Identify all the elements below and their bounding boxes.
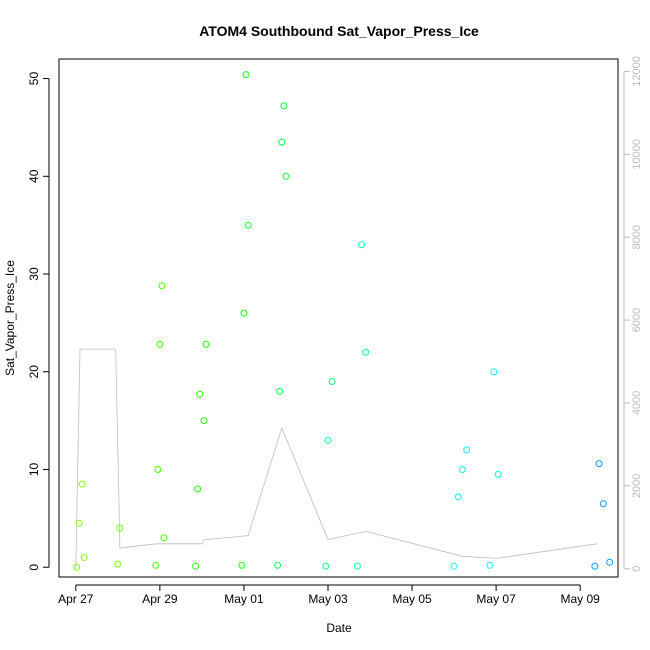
- y2-tick-label: 0: [631, 566, 643, 572]
- data-point: [282, 172, 290, 180]
- data-point: [358, 241, 366, 249]
- data-point: [450, 562, 458, 570]
- data-point: [454, 493, 462, 501]
- data-point: [196, 390, 204, 398]
- data-point: [75, 519, 83, 527]
- data-point: [78, 480, 86, 488]
- data-point: [116, 524, 124, 532]
- data-point: [160, 534, 168, 542]
- y-tick-label: 0: [27, 564, 41, 571]
- data-point: [324, 436, 332, 444]
- data-point: [274, 561, 282, 569]
- plot-area: 0 10 20 30 40 50 0 2000 4000 6000 8000 10000 12000 Ap…: [27, 56, 643, 606]
- data-point: [192, 562, 200, 570]
- data-point: [606, 558, 614, 566]
- data-point: [152, 561, 160, 569]
- y2-tick-label: 4000: [631, 391, 643, 415]
- x-tick-label: May 01: [224, 592, 264, 606]
- data-point: [591, 562, 599, 570]
- data-point: [353, 562, 361, 570]
- y2-tick-label: 12000: [631, 56, 643, 87]
- data-point: [244, 221, 252, 229]
- y2-tick-label: 6000: [631, 308, 643, 332]
- data-point: [486, 561, 494, 569]
- data-point: [322, 562, 330, 570]
- data-point: [154, 466, 162, 473]
- data-point: [200, 417, 208, 425]
- data-point: [490, 368, 498, 376]
- data-point: [595, 460, 603, 468]
- data-point: [242, 71, 250, 79]
- x-tick-label: May 09: [560, 592, 600, 606]
- x-tick-label: May 07: [476, 592, 516, 606]
- y-tick-label: 20: [27, 365, 41, 379]
- data-point: [328, 378, 336, 385]
- y-tick-label: 30: [27, 267, 41, 281]
- x-tick-label: Apr 27: [58, 592, 94, 606]
- data-point: [459, 466, 466, 473]
- data-point: [194, 485, 202, 493]
- y-axis-label: Sat_Vapor_Press_Ice: [3, 260, 17, 376]
- data-point: [238, 561, 246, 569]
- x-tick-label: Apr 29: [142, 592, 178, 606]
- data-point: [202, 340, 210, 348]
- data-point: [278, 138, 286, 146]
- data-point: [280, 102, 288, 110]
- y2-tick-label: 10000: [631, 139, 643, 170]
- chart-title: ATOM4 Southbound Sat_Vapor_Press_Ice: [199, 23, 479, 39]
- data-point: [276, 387, 284, 395]
- data-point: [494, 470, 502, 478]
- altitude-track-line: [75, 348, 598, 569]
- data-point: [463, 446, 471, 454]
- data-point: [73, 563, 81, 571]
- y-tick-label: 40: [27, 169, 41, 183]
- data-point: [114, 560, 122, 568]
- y2-tick-label: 2000: [631, 474, 643, 498]
- y-tick-label: 10: [27, 462, 41, 476]
- x-tick-label: May 05: [392, 592, 432, 606]
- data-point: [240, 309, 248, 317]
- y-tick-label: 50: [27, 72, 41, 86]
- data-point: [362, 348, 370, 356]
- data-point: [80, 554, 88, 561]
- plot-frame: [58, 58, 619, 578]
- data-point: [599, 500, 607, 508]
- x-tick-label: May 03: [308, 592, 348, 606]
- data-point: [156, 340, 164, 348]
- y2-tick-label: 8000: [631, 225, 643, 249]
- data-point: [158, 282, 166, 290]
- x-axis-label: Date: [326, 621, 352, 635]
